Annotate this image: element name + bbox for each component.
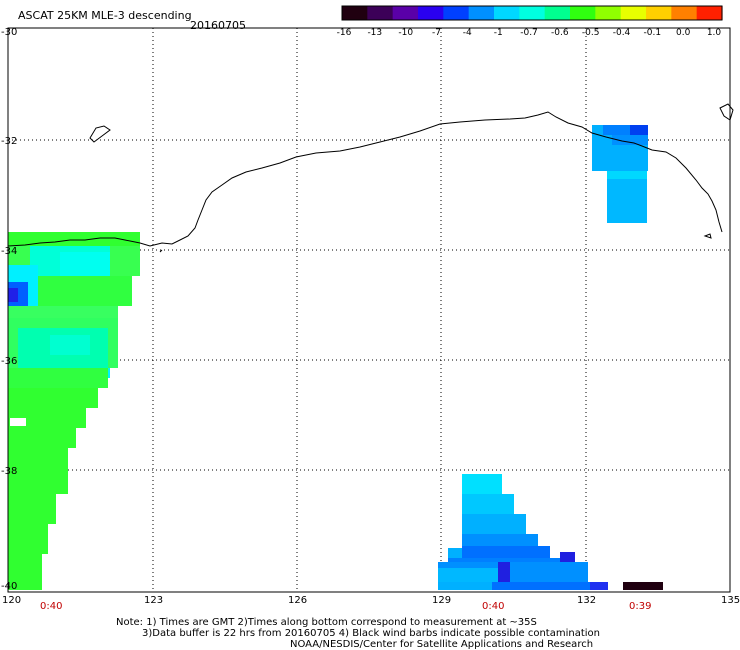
lon-label: 126 [288,595,307,606]
colorbar-label: -16 [337,28,352,38]
colorbar-frame [341,5,723,21]
lat-label: -32 [1,136,17,147]
pass-time: 0:40 [40,601,62,612]
colorbar-swatch [544,6,571,20]
colorbar-swatch [342,6,368,20]
latitude-labels: -30 -32 -34 -36 -38 -40 [1,27,17,592]
colorbar-swatch [696,6,723,20]
colorbar-label: -0.1 [644,28,662,38]
colorbar-swatch [570,6,596,20]
colorbar-label: -0.5 [582,28,600,38]
wind-swath-west [8,232,140,590]
pass-time: 0:39 [629,601,651,612]
colorbar-label: -7 [432,28,441,38]
colorbar-swatch [418,6,444,20]
colorbar-swatch [367,6,394,20]
wind-swath-southeast [438,474,663,590]
lat-label: -36 [1,356,17,367]
colorbar-swatch [494,6,520,20]
colorbar-swatch [646,6,672,20]
note-line-3: NOAA/NESDIS/Center for Satellite Applica… [290,639,593,650]
coastline [7,103,734,253]
lon-label: 129 [432,595,451,606]
lat-label: -30 [1,27,17,38]
product-title: ASCAT 25KM MLE-3 descending [18,9,192,22]
colorbar-label: 0.0 [676,28,691,38]
colorbar-label: -4 [463,28,472,38]
product-date: 20160705 [190,19,246,32]
colorbar-label: -1 [494,28,503,38]
colorbar-swatch [443,6,470,20]
colorbar-label: -0.7 [520,28,538,38]
wind-swath-northeast [592,125,648,223]
colorbar-swatch [519,6,546,20]
lat-label: -38 [1,466,17,477]
colorbar-label: -13 [367,28,382,38]
pass-time: 0:40 [482,601,504,612]
lat-label: -40 [1,581,17,592]
colorbar-swatch [671,6,698,20]
longitude-labels: 120 123 126 129 132 135 [2,595,740,606]
colorbar-swatch [468,6,495,20]
lon-label: 123 [144,595,163,606]
colorbar-label: -0.6 [551,28,569,38]
colorbar-labels: -16 -13 -10 -7 -4 -1 -0.7 -0.6 -0.5 -0.4 -0.1 0.0 1.… [337,28,722,38]
lat-label: -34 [1,246,17,257]
colorbar [341,5,723,21]
footnotes: Note: 1) Times are GMT 2)Times along bot… [116,617,600,650]
lon-label: 135 [721,595,740,606]
plot-frame [7,27,731,593]
colorbar-swatch [392,6,419,20]
lon-label: 132 [577,595,596,606]
lon-label: 120 [2,595,21,606]
note-line-2: 3)Data buffer is 22 hrs from 20160705 4)… [142,628,600,639]
note-line-1: Note: 1) Times are GMT 2)Times along bot… [116,617,537,628]
pass-times: 0:40 0:40 0:39 [40,601,651,612]
colorbar-swatch [595,6,622,20]
colorbar-swatch [620,6,647,20]
colorbar-label: -10 [398,28,413,38]
colorbar-label: -0.4 [613,28,631,38]
colorbar-label: 1.0 [707,28,722,38]
